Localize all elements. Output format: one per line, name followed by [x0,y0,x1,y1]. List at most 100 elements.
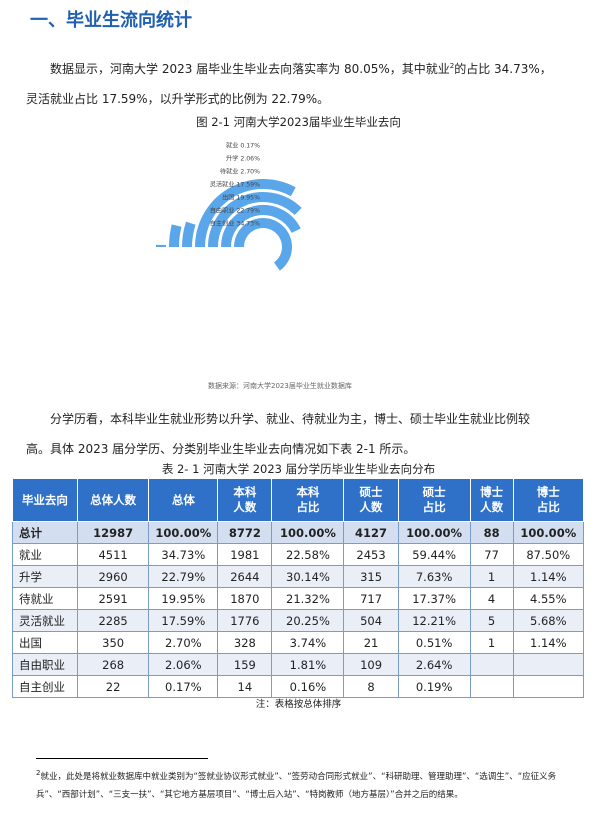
table-cell: 1 [469,565,514,588]
table-cell: 5 [469,609,514,632]
radial-bar-chart: 就业 0.17% 升学 2.06% 待就业 2.70% 灵活就业 17.59% 出国 1… [155,142,302,271]
intro-line-1: 数据显示，河南大学 2023 届毕业生毕业去向落实率为 80.05%，其中就业2… [26,58,572,77]
radial-bar-3 [195,179,296,248]
table-cell: 268 [76,653,150,676]
section-title: 一、毕业生流向统计 [30,10,192,31]
table-cell: 88 [469,521,514,544]
table-cell: 1870 [217,587,273,610]
column-header-text: 本科 [296,485,320,499]
column-header-text: 毕业去向 [21,492,68,507]
table-cell: 100.00% [512,521,585,544]
radial-bar-1 [169,224,182,248]
table-row: 升学 2960 22.79% 2644 30.14% 315 7.63% 1 1.14% [12,565,585,588]
table-cell: 504 [343,609,399,632]
table-cell: 717 [343,587,399,610]
table-cell: 21.32% [271,587,345,610]
table-cell: 59.44% [397,543,471,566]
table-cell: 4511 [76,543,150,566]
table-cell: 159 [217,653,273,676]
intro-text-b: 的占比 34.73%， [454,62,552,76]
table-cell: 2453 [343,543,399,566]
table-cell: 0.51% [397,631,471,654]
table-cell: 1.14% [512,565,585,588]
radial-bar-2 [182,221,196,248]
intro-paragraph: 数据显示，河南大学 2023 届毕业生毕业去向落实率为 80.05%，其中就业2… [26,58,572,107]
column-header-text: 博士 [536,485,560,499]
analysis-line-2: 高。具体 2023 届分学历、分类别毕业生毕业去向情况如下表 2-1 所示。 [26,442,416,456]
radial-bar-label-3: 灵活就业 17.59% [210,181,260,189]
table-cell: 17.37% [397,587,471,610]
table-cell: 22.79% [148,565,219,588]
row-label: 自主创业 [12,675,78,698]
table-caption: 表 2- 1 河南大学 2023 届分学历毕业生毕业去向分布 [161,462,436,476]
table-cell [469,675,514,698]
table-cell: 100.00% [271,521,345,544]
table-cell: 109 [343,653,399,676]
table-cell: 12987 [76,521,150,544]
table-cell [512,675,585,698]
table-cell: 1776 [217,609,273,632]
analysis-paragraph: 分学历看，本科毕业生就业形势以升学、就业、待就业为主，博士、硕士毕业生就业比例较… [26,411,572,457]
column-header-text: 本科 [233,485,257,499]
row-label: 灵活就业 [12,609,78,632]
table-cell: 8 [343,675,399,698]
intro-text-a: 数据显示，河南大学 2023 届毕业生毕业去向落实率为 80.05%，其中就业 [50,62,450,76]
table-row: 待就业 2591 19.95% 1870 21.32% 717 17.37% 4 4.55% [12,587,585,610]
table-cell: 100.00% [397,521,471,544]
table-cell: 19.95% [148,587,219,610]
footnote: 2就业，此处是将就业数据库中就业类别为“签就业协议形式就业”、“签劳动合同形式就… [36,764,562,804]
figure-caption: 图 2-1 河南大学2023届毕业生毕业去向 [196,115,401,129]
table-cell: 20.25% [271,609,345,632]
column-header-text: 硕士 [422,485,446,499]
footnote-text: 就业，此处是将就业数据库中就业类别为“签就业协议形式就业”、“签劳动合同形式就业… [36,771,557,800]
table-cell: 315 [343,565,399,588]
column-header-text: 人数 [233,500,257,514]
column-header-text: 博士 [480,485,504,499]
table-cell [512,653,585,676]
column-header-text: 占比 [296,500,320,514]
radial-bar-label-2: 待就业 2.70% [220,168,260,176]
table-cell: 7.63% [397,565,471,588]
table-cell: 5.68% [512,609,585,632]
table-cell: 0.19% [397,675,471,698]
table-cell: 328 [217,631,273,654]
table-row: 灵活就业 2285 17.59% 1776 20.25% 504 12.21% 5 5.68% [12,609,585,632]
table-cell: 3.74% [271,631,345,654]
row-label: 出国 [12,631,78,654]
table-cell: 1.14% [512,631,585,654]
column-header: 总体 [148,478,219,522]
column-header: 总体人数 [76,478,150,522]
table-cell: 0.17% [148,675,219,698]
table-row: 出国 350 2.70% 328 3.74% 21 0.51% 1 1.14% [12,631,585,654]
table-cell: 2285 [76,609,150,632]
table-cell: 22.58% [271,543,345,566]
column-header: 本科 人数 [217,478,273,522]
table-cell: 2.06% [148,653,219,676]
column-header-text: 硕士 [359,485,383,499]
radial-bar-4 [208,192,302,248]
radial-bar-label-5: 自由职业 22.79% [210,207,260,215]
column-header-text: 占比 [536,500,560,514]
column-header: 毕业去向 [12,478,78,522]
table-cell: 8772 [217,521,273,544]
table-cell: 30.14% [271,565,345,588]
row-label: 升学 [12,565,78,588]
figure-source: 数据来源：河南大学2023届毕业生就业数据库 [208,382,352,390]
table-cell: 21 [343,631,399,654]
table-cell: 77 [469,543,514,566]
table-cell: 2591 [76,587,150,610]
table-cell [469,653,514,676]
column-header: 本科 占比 [271,478,345,522]
analysis-line-1: 分学历看，本科毕业生就业形势以升学、就业、待就业为主，博士、硕士毕业生就业比例较 [50,412,531,426]
table-cell: 350 [76,631,150,654]
footnote-ref: 2 [449,62,455,70]
table-header-row: 毕业去向 总体人数 总体 本科 人数 本科 占比 硕士 人数 硕士 占比 博士 人数 博士 占比 [12,478,585,522]
column-header: 博士 占比 [512,478,585,522]
row-label: 待就业 [12,587,78,610]
table-cell: 17.59% [148,609,219,632]
table-cell: 4 [469,587,514,610]
radial-bar-label-0: 就业 0.17% [226,142,260,150]
table-row: 自主创业 22 0.17% 14 0.16% 8 0.19% [12,675,585,698]
radial-bar-label-6: 自主创业 34.73% [210,220,260,228]
table-cell: 100.00% [148,521,219,544]
